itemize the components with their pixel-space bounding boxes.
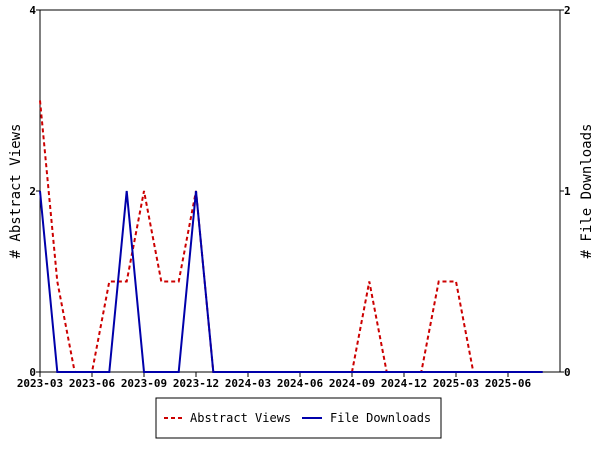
legend-box: [155, 397, 442, 439]
x-tick-label: 2025-03: [433, 377, 479, 390]
legend-label-file-downloads: File Downloads: [330, 411, 431, 425]
x-tick-label: 2024-06: [277, 377, 324, 390]
axis-ticks: 2023-03 2023-06 2023-09 2023-12 2024-03 2024-…: [17, 4, 571, 390]
legend: Abstract Views File Downloads: [155, 397, 442, 439]
series-line-file-downloads: [39, 190, 543, 373]
right-tick-label: 2: [564, 4, 571, 17]
left-axis-title: # Abstract Views: [8, 124, 24, 259]
series-lines: [39, 100, 543, 373]
x-tick-label: 2023-03: [17, 377, 63, 390]
plot-area: [39, 9, 561, 373]
x-tick-label: 2024-12: [381, 377, 427, 390]
right-axis-title: # File Downloads: [579, 124, 595, 259]
x-tick-label: 2023-12: [173, 377, 219, 390]
legend-label-abstract-views: Abstract Views: [190, 411, 291, 425]
x-tick-label: 2024-03: [225, 377, 271, 390]
x-tick-label: 2023-06: [69, 377, 116, 390]
x-tick-label: 2023-09: [121, 377, 167, 390]
right-tick-label: 0: [564, 366, 571, 379]
x-tick-label: 2024-09: [329, 377, 375, 390]
right-tick-label: 1: [564, 185, 571, 198]
left-tick-label: 2: [29, 185, 36, 198]
x-tick-label: 2025-06: [485, 377, 532, 390]
left-tick-label: 0: [29, 366, 36, 379]
left-tick-label: 4: [29, 4, 36, 17]
